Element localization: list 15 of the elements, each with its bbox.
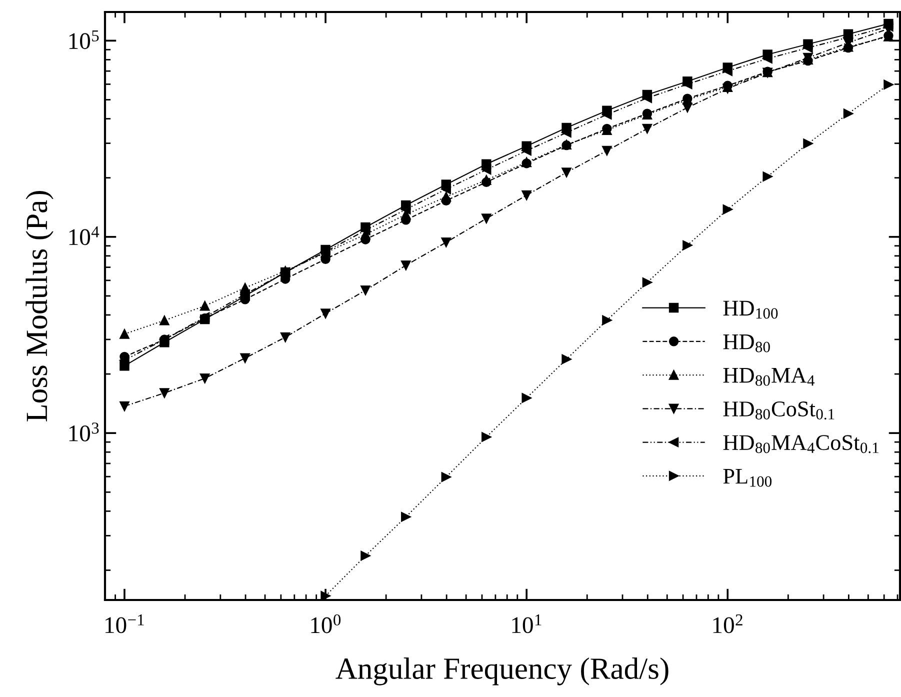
legend-label: HD$_{100}$: [723, 300, 778, 319]
legend-label: HD$_{80}$MA$_{4}$CoSt$_{0.1}$: [723, 435, 878, 454]
y-tick-label: 10$^{4}$: [69, 226, 100, 246]
legend-label: HD$_{80}$MA$_{4}$: [723, 368, 815, 386]
legend-label: HD$_{80}$CoSt$_{0.1}$: [723, 402, 834, 420]
x-tick-label: 10$^{0}$: [311, 614, 341, 634]
x-axis-title: Angular Frequency (Rad/s): [336, 658, 668, 686]
legend-label: PL$_{100}$: [723, 469, 772, 487]
y-tick-label: 10$^{5}$: [69, 30, 99, 50]
x-tick-label: 10$^{2}$: [713, 614, 742, 634]
y-axis-title: Loss Modulus (Pa): [26, 191, 54, 422]
x-tick-label: 10$^{−1}$: [106, 614, 144, 634]
y-tick-label: 10$^{3}$: [69, 422, 99, 442]
x-tick-label: 10$^{1}$: [512, 614, 542, 634]
legend-label: HD$_{80}$: [723, 334, 770, 352]
